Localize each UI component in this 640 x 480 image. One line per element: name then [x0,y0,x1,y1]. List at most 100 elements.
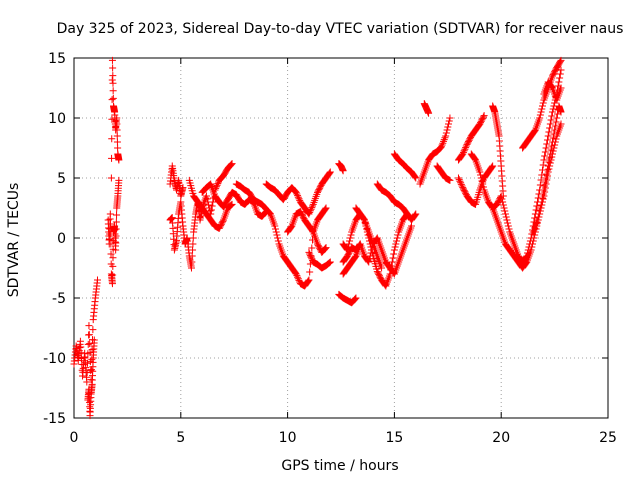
y-tick-label: 10 [48,111,66,127]
data-point [309,202,317,210]
data-point [346,237,354,245]
y-axis: -15 -10 -5 0 5 10 15 [43,51,608,427]
data-point [273,231,281,239]
data-point [546,154,554,162]
data-point [205,201,213,209]
data-point [306,268,314,276]
data-point [543,136,551,144]
data-point [84,359,92,367]
data-point [293,190,301,198]
data-point [457,179,465,187]
data-point [271,225,279,233]
data-point [346,234,354,242]
data-point [108,154,116,162]
data-point [202,192,210,200]
data-point [305,276,313,284]
data-point [306,250,314,258]
data-point [113,132,121,140]
data-point [531,127,539,135]
data-point [500,204,508,212]
data-point [112,239,120,247]
data-point [293,272,301,280]
data-point [305,210,313,218]
data-point [549,105,557,113]
data-point [459,148,467,156]
data-point [499,198,507,206]
data-point [538,194,546,202]
data-point [538,198,546,206]
data-point [499,201,507,209]
data-point [446,176,454,184]
data-point [551,122,559,130]
data-point [213,181,221,189]
data-point [390,250,398,258]
data-point [228,160,236,168]
data-point [108,115,116,123]
data-point [543,166,551,174]
x-tick-label: 5 [176,430,185,446]
data-point [307,205,315,213]
data-point [112,218,120,226]
data-point [306,252,314,260]
y-tick-label: 0 [57,231,66,247]
data-point [557,56,565,64]
data-point [93,276,101,284]
data-point [443,126,451,134]
data-point [540,156,548,164]
data-point [228,200,236,208]
data-point [108,76,116,84]
data-point [442,129,450,137]
data-point [552,135,560,143]
data-point [479,180,487,188]
data-point [536,204,544,212]
data-point [530,234,538,242]
x-tick-label: 0 [70,430,79,446]
data-point [557,84,565,92]
data-point [556,74,564,82]
data-point [544,132,552,140]
data-point [114,144,122,152]
data-point [394,231,402,239]
data-point [203,195,211,203]
data-point [307,253,315,261]
data-point [548,138,556,146]
data-point [462,144,470,152]
data-point [501,210,509,218]
data-point [351,253,359,261]
data-point [534,213,542,221]
data-point [367,249,375,257]
data-point [189,234,197,242]
data-point [306,207,314,215]
data-point [326,168,334,176]
x-tick-label: 10 [279,430,297,446]
data-point [505,225,513,233]
data-point [322,204,330,212]
data-point [545,128,553,136]
data-point [109,262,117,270]
data-point [536,114,544,122]
data-point [546,124,554,132]
chart-title: Day 325 of 2023, Sidereal Day-to-day VTE… [57,21,624,37]
data-point [536,111,544,119]
data-point [108,280,116,288]
data-point [545,158,553,166]
data-point [542,174,550,182]
data-point [446,114,454,122]
data-point [106,220,114,228]
x-tick-label: 15 [385,430,403,446]
data-point [479,113,487,121]
y-tick-label: 5 [57,171,66,187]
data-point [479,183,487,191]
data-point [83,378,91,386]
data-point [438,141,446,149]
data-point [411,211,419,219]
data-point [345,240,353,248]
data-point [498,195,506,203]
data-point [538,105,546,113]
data-point [326,259,334,267]
data-point [547,146,555,154]
data-point [321,205,329,213]
data-point [188,252,196,260]
data-point [351,295,359,303]
